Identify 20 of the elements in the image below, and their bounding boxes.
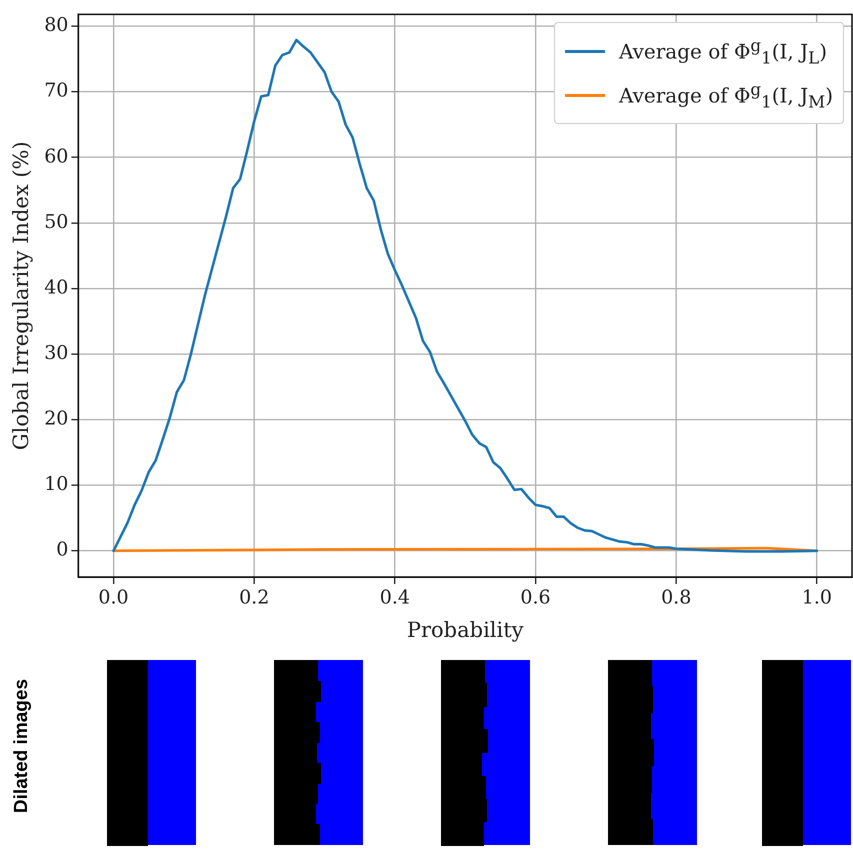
y-tick-label: 50 [44,210,68,233]
x-tick-label: 0.0 [98,586,129,608]
y-tick-label: 0 [56,538,68,561]
y-tick-label: 30 [44,342,68,364]
x-tick-label: 0.8 [661,586,692,608]
text: Dilated images [11,678,33,816]
y-tick-label: 60 [44,145,68,168]
y-tick-label: 20 [44,408,68,430]
legend-label: Average of Φ$^{g}$$_{1}$(I, J$_{L}$) [618,36,827,68]
x-axis-title: Probability [406,618,524,642]
x-tick-label: 0.2 [239,586,270,608]
y-axis-title: Global Irregularity Index (%) [9,141,34,450]
y-tick-label: 70 [44,80,68,102]
x-tick-label: 0.6 [520,586,551,608]
y-tick-label: 40 [44,276,68,298]
x-tick-label: 1.0 [802,586,832,608]
y-tick-label: 10 [44,473,68,496]
y-tick-label: 80 [44,14,68,36]
x-tick-label: 0.4 [380,586,410,608]
legend-label: Average of Φ$^{g}$$_{1}$(I, J$_{M}$) [618,80,833,112]
